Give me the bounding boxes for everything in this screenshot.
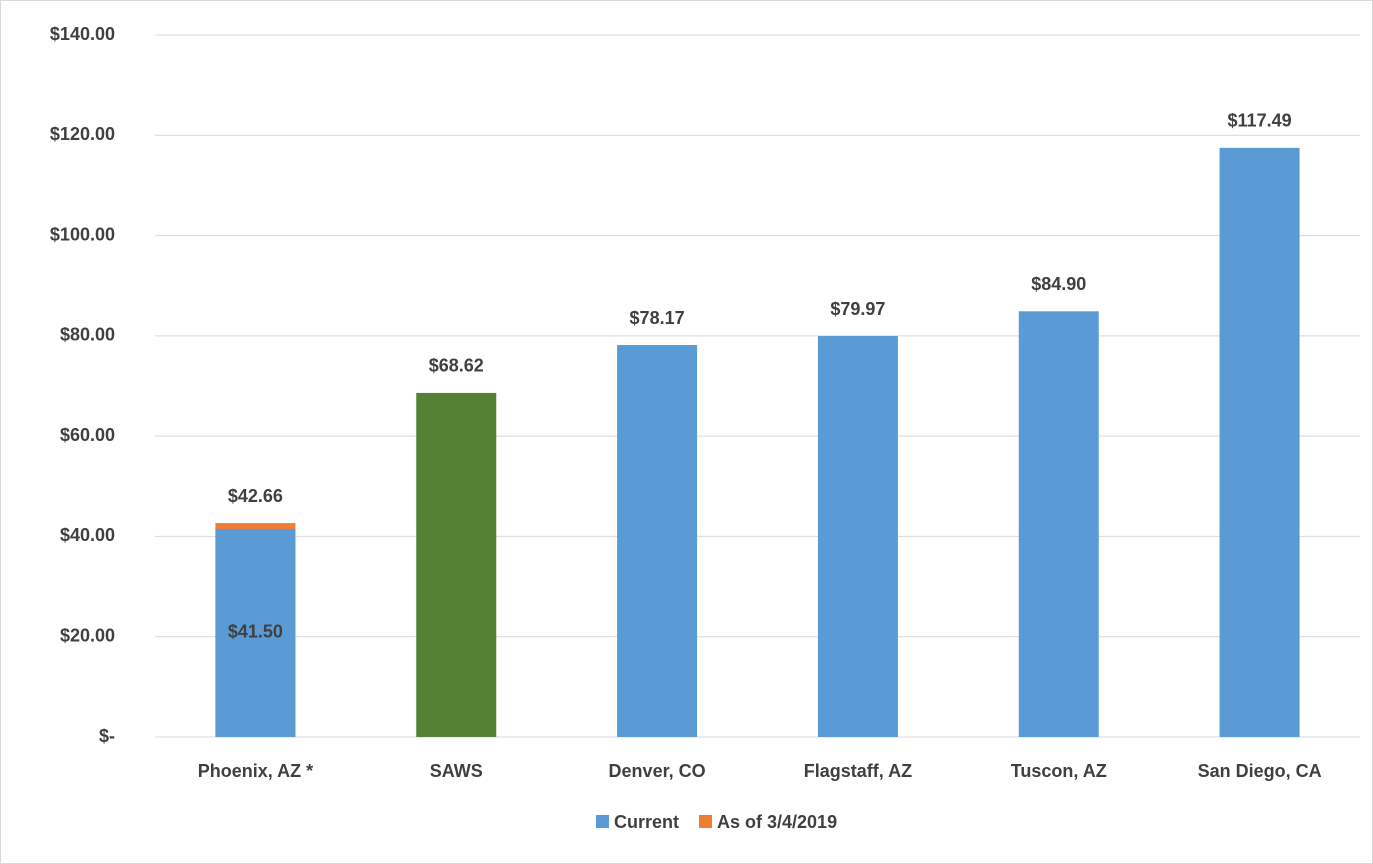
data-label: $79.97 bbox=[830, 299, 885, 319]
data-label: $78.17 bbox=[630, 308, 685, 328]
y-tick-label: $100.00 bbox=[50, 224, 115, 244]
y-tick-label: $- bbox=[99, 726, 115, 746]
y-tick-label: $20.00 bbox=[60, 625, 115, 645]
bar bbox=[617, 345, 698, 737]
bar bbox=[1219, 147, 1300, 737]
x-tick-label: SAWS bbox=[430, 761, 483, 781]
y-tick-label: $120.00 bbox=[50, 124, 115, 144]
bar bbox=[215, 528, 296, 737]
data-label: $117.49 bbox=[1228, 111, 1292, 131]
legend-label: As of 3/4/2019 bbox=[717, 812, 837, 832]
x-tick-label: Phoenix, AZ * bbox=[198, 761, 313, 781]
bar bbox=[1018, 311, 1099, 737]
data-label: $68.62 bbox=[429, 356, 484, 376]
y-tick-label: $140.00 bbox=[50, 24, 115, 44]
bar bbox=[817, 336, 898, 737]
legend-label: Current bbox=[614, 812, 679, 832]
legend-swatch bbox=[596, 815, 609, 828]
y-tick-label: $40.00 bbox=[60, 525, 115, 545]
legend-swatch bbox=[699, 815, 713, 828]
y-tick-label: $80.00 bbox=[60, 325, 115, 345]
y-tick-label: $60.00 bbox=[60, 425, 115, 445]
x-tick-label: San Diego, CA bbox=[1198, 761, 1322, 781]
data-label: $84.90 bbox=[1031, 274, 1086, 294]
bar bbox=[416, 392, 497, 737]
x-tick-label: Denver, CO bbox=[609, 761, 706, 781]
data-label: $41.50 bbox=[228, 622, 283, 642]
x-tick-label: Flagstaff, AZ bbox=[804, 761, 912, 781]
data-label: $42.66 bbox=[228, 486, 283, 506]
x-tick-label: Tuscon, AZ bbox=[1011, 761, 1107, 781]
